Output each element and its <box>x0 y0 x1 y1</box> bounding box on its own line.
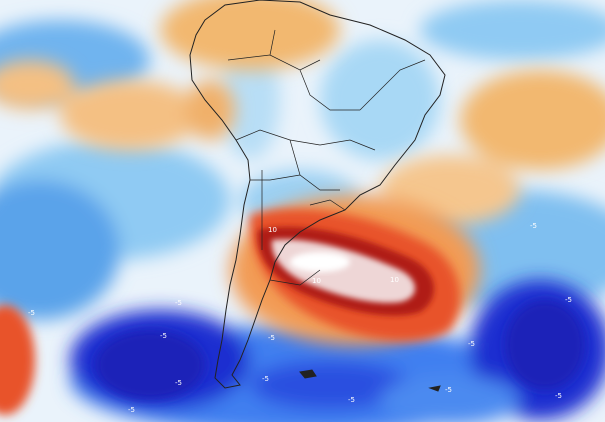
contour-label: -5 <box>348 396 355 404</box>
strong-cold-core <box>95 300 585 400</box>
warm-spot-southwest <box>0 305 35 415</box>
contour-label: -5 <box>268 334 275 342</box>
contour-label: -5 <box>175 299 182 307</box>
contour-label: 10 <box>268 226 277 234</box>
contour-label: -5 <box>262 375 269 383</box>
contour-label: -5 <box>530 222 537 230</box>
contour-label: -5 <box>445 386 452 394</box>
country-borders <box>227 29 426 286</box>
contour-label: -5 <box>175 379 182 387</box>
contour-label: -5 <box>555 392 562 400</box>
contour-label: 10 <box>390 276 399 284</box>
contour-labels: 10 10 10 -5 -5 -5 -5 -5 -5 -5 -5 -5 -5 -… <box>28 222 572 414</box>
continent-coastline <box>189 0 446 389</box>
heat-anomaly-plume <box>230 195 480 345</box>
contour-label: -5 <box>565 296 572 304</box>
contour-label: -5 <box>468 340 475 348</box>
south-georgia <box>428 385 441 392</box>
contour-label: 10 <box>312 277 321 285</box>
south-america-outline <box>189 0 446 392</box>
warm-anomaly-field <box>0 0 605 225</box>
contour-label: -5 <box>28 309 35 317</box>
contour-label: -5 <box>160 332 167 340</box>
falkland-islands <box>299 369 317 379</box>
contour-label: -5 <box>128 406 135 414</box>
